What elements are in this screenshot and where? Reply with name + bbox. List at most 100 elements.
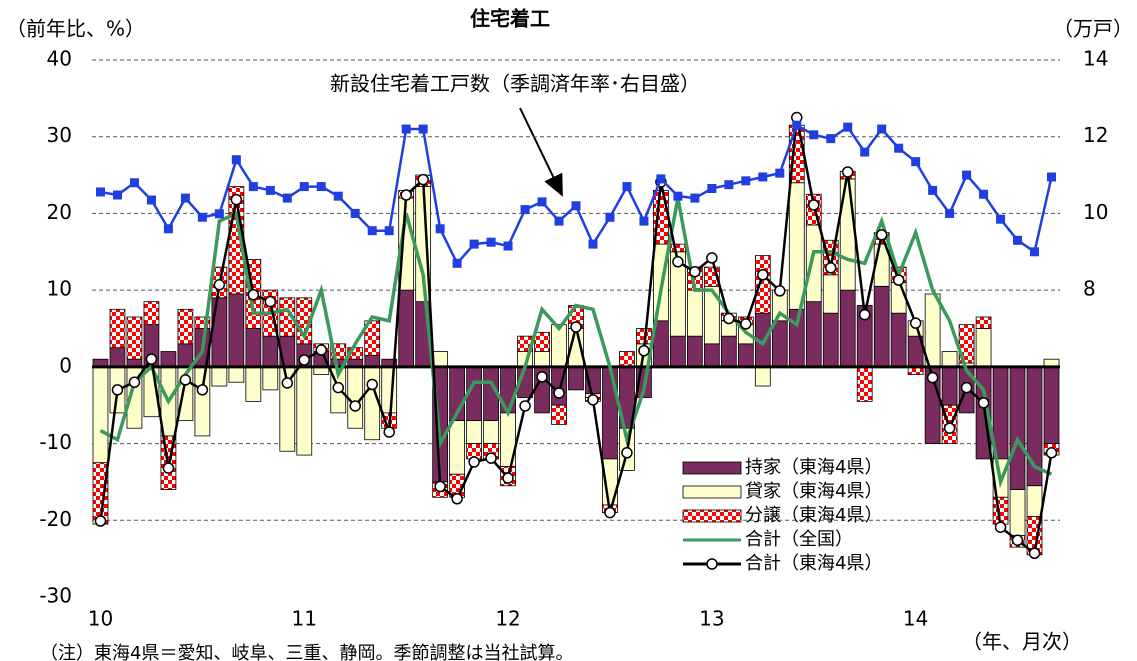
legend-swatch [682, 509, 742, 523]
point [553, 387, 565, 399]
point [230, 193, 243, 206]
point [145, 353, 158, 365]
point [247, 288, 260, 301]
bar-segment [177, 308, 194, 345]
bar-segment [602, 366, 618, 460]
bar-segment [687, 289, 703, 337]
legend-label: 持家（東海4県） [745, 457, 882, 478]
bar-segment [194, 366, 211, 437]
point [451, 493, 463, 505]
x-axis-label: （年、月次） [962, 630, 1082, 654]
point [1011, 534, 1024, 546]
series-line [99, 197, 1053, 489]
legend-label: 貸家（東海4県） [745, 481, 882, 502]
bar-segment [534, 351, 550, 368]
point [180, 193, 190, 203]
bar-segment [245, 328, 262, 368]
point [282, 193, 292, 203]
bar-segment [687, 335, 703, 368]
bar-segment [720, 335, 737, 368]
bar-segment [1026, 485, 1043, 517]
point [128, 376, 141, 388]
bar-segment [551, 404, 567, 425]
y-tick-label: 0 [59, 353, 72, 377]
y-tick-label: 40 [47, 47, 72, 71]
point [384, 226, 394, 236]
x-tick-label: 13 [699, 607, 724, 631]
y2-tick-label: 8 [1083, 277, 1096, 301]
point [316, 182, 326, 192]
x-tick-label: 10 [88, 607, 113, 631]
bar-segment [92, 366, 109, 464]
point [977, 397, 990, 409]
point [570, 321, 582, 333]
y-axis-label: （前年比、%） [6, 17, 145, 41]
bar-segment [296, 366, 313, 456]
x-tick-label: 11 [292, 607, 317, 631]
point [604, 506, 616, 519]
bar-segment [568, 366, 584, 391]
point [588, 239, 598, 249]
point [502, 472, 514, 484]
bar-segment [822, 274, 839, 314]
point [485, 452, 497, 464]
legend-item: 分譲（東海4県） [682, 505, 882, 526]
legend-swatch [682, 461, 742, 475]
point [860, 147, 870, 157]
y-tick-label: 30 [47, 123, 72, 147]
point [332, 381, 344, 394]
point [945, 208, 955, 218]
point [740, 318, 752, 330]
bar-segment [398, 289, 415, 368]
bar-segment [211, 366, 228, 387]
bar-segment [364, 366, 381, 441]
bar-segment [432, 351, 449, 368]
point [179, 374, 192, 386]
point [843, 122, 853, 132]
legend-item: 合計（東海4県） [683, 553, 882, 574]
x-tick-label: 12 [495, 607, 520, 631]
legend-item: 持家（東海4県） [682, 457, 882, 478]
bar-segment [279, 297, 296, 337]
bar-segment [143, 301, 160, 326]
bar-segment [890, 282, 907, 314]
point [196, 384, 209, 396]
point [724, 180, 734, 190]
bar-segment [347, 347, 364, 360]
point [417, 173, 429, 186]
point [434, 480, 446, 493]
point [809, 130, 819, 140]
bar-segment [364, 320, 381, 356]
point [960, 381, 973, 394]
bar-segment [483, 420, 499, 444]
point [213, 279, 226, 291]
chart-title: 住宅着工 [470, 7, 550, 31]
point [622, 182, 632, 192]
y-tick-label: -10 [39, 430, 72, 454]
point [111, 384, 124, 396]
bar-segment [805, 224, 822, 303]
point [1028, 547, 1041, 560]
y-tick-label: 20 [47, 200, 72, 224]
bar-segment [449, 420, 465, 475]
point [792, 120, 802, 130]
bar-segment [109, 347, 126, 368]
point [1030, 247, 1040, 257]
point [841, 166, 854, 178]
bar-segment [873, 285, 890, 368]
bar-segment [1009, 489, 1026, 537]
point [418, 124, 428, 134]
bar-segment [109, 308, 126, 349]
point [638, 344, 650, 357]
point [858, 308, 871, 321]
point [367, 226, 377, 236]
bar-segment [890, 312, 907, 368]
point [911, 157, 921, 167]
legend-item: 貸家（東海4県） [682, 481, 882, 502]
point [281, 377, 294, 389]
point [163, 224, 173, 234]
point [673, 191, 683, 201]
point [248, 182, 258, 192]
point [775, 168, 785, 178]
point [707, 183, 717, 193]
